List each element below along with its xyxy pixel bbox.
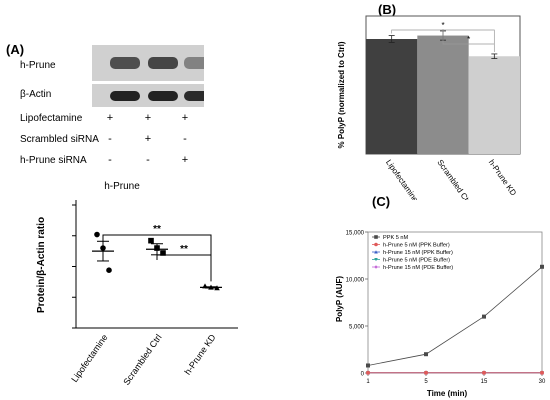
chart-a-xtick-label: Scrambled Ctrl [121,332,163,386]
chart-c-point [366,370,370,375]
sign-r2-c2: + [144,133,152,145]
band-row2-lane1 [110,91,140,101]
chart-b-sig-label: * [467,35,470,44]
chart-b-bar [366,39,418,154]
sign-r1-c2: + [144,112,152,124]
chart-a-ylabel: Protein/β-Actin ratio [36,217,47,313]
chart-a-svg: h-Prune Protein/β-Actin ratio Lipofectam… [36,181,238,387]
chart-c-xlabel: Time (min) [427,389,468,398]
western-blot [92,45,204,107]
chart-c-legend-marker [374,235,378,239]
chart-a-point [148,237,154,244]
chart-c-legend-label: h-Prune 5 nM (PPK Buffer) [383,243,450,249]
condition-label-lipofectamine: Lipofectamine [20,113,83,124]
sign-r2-c3: - [183,133,187,145]
chart-c-xtick-label: 15 [481,379,488,385]
band-row2-lane2 [148,91,178,101]
chart-c-ylabel: PolyP (AUF) [335,276,344,322]
chart-b-bar [417,35,469,154]
chart-b-sig-label: * [441,21,444,30]
chart-a-point [106,267,112,273]
chart-a-sig-label: ** [153,224,161,235]
chart-c-legend-label: h-Prune 15 nM (PDE Buffer) [383,265,453,271]
chart-c-point [424,370,428,375]
chart-b-bar [468,56,520,154]
sign-r1-c1: + [106,112,114,124]
sign-r3-c1: - [108,154,112,166]
band-row1-lane2 [148,57,178,69]
chart-c-ytick-label: 0 [361,372,365,378]
chart-c-ytick-label: 10,000 [346,278,365,284]
blot-label-b-actin: β-Actin [20,89,52,100]
chart-b-svg: % PolyP (normalized to Ctrl) Lipofectami… [337,15,521,200]
chart-c-xtick-label: 1 [366,379,370,385]
chart-c-xtick-label: 5 [424,379,428,385]
chart-a-point [202,283,208,289]
condition-label-scrambled-sirna: Scrambled siRNA [20,134,99,145]
blot-label-h-prune: h-Prune [20,60,56,71]
chart-a-title: h-Prune [104,181,140,192]
sign-r1-c3: + [181,112,189,124]
band-row1-lane1 [110,57,140,69]
chart-a-point [214,285,220,291]
panel-c-label: (C) [372,194,391,209]
band-row1-lane3 [184,57,204,69]
chart-b-xtick-label: Scrambled Ctrl [435,158,473,200]
chart-a-point [94,231,100,238]
chart-a-xtick-label: h-Prune KD [182,332,217,377]
chart-c-ytick-label: 5,000 [349,325,365,331]
chart-c-legend-marker [374,242,378,247]
chart-a-point [100,245,106,251]
chart-b-ylabel: % PolyP (normalized to Ctrl) [337,41,346,148]
chart-c-legend-marker [374,258,378,262]
blot-strip-b-actin [92,84,204,107]
chart-c-legend-label: PPK 5 nM [383,235,409,241]
chart-a-point [208,284,214,290]
chart-c-legend-label: h-Prune 15 nM (PPK Buffer) [383,250,453,256]
chart-b-sig-bracket [442,28,495,45]
chart-b-xtick-label: h-Prune KD [487,158,518,198]
chart-a-sig-bracket [102,234,212,282]
chart-c-point [366,363,370,368]
chart-c-point [424,352,428,357]
panel-a-label: (A) [6,42,25,57]
chart-c-point [540,370,544,375]
panel-b-label: (B) [378,2,397,17]
chart-c-point [482,370,486,375]
chart-c-series-line [367,266,543,366]
chart-c-legend-marker [374,265,378,269]
chart-c-legend-marker [374,250,378,254]
sign-r3-c2: - [146,154,150,166]
chart-c-xtick-label: 30 [539,379,546,385]
sign-r2-c1: - [108,133,112,145]
band-row2-lane3 [184,91,204,101]
condition-label-h-prune-sirna: h-Prune siRNA [20,155,87,166]
chart-a-sig-bracket [156,254,211,260]
chart-c-legend-label: h-Prune 5 nM (PDE Buffer) [383,258,450,264]
chart-a-sig-label: ** [180,244,188,255]
chart-a-point [160,250,166,256]
chart-a-point [154,245,160,251]
chart-c-svg: PolyP (AUF) Time (min) 0 5,000 10,000 15,00… [335,231,546,399]
chart-a-xtick-label: Lipofectamine [69,332,109,384]
chart-c-ytick-label: 15,000 [346,231,365,237]
chart-c-point [540,264,544,269]
chart-c-point [482,314,486,319]
sign-r3-c3: + [181,154,189,166]
